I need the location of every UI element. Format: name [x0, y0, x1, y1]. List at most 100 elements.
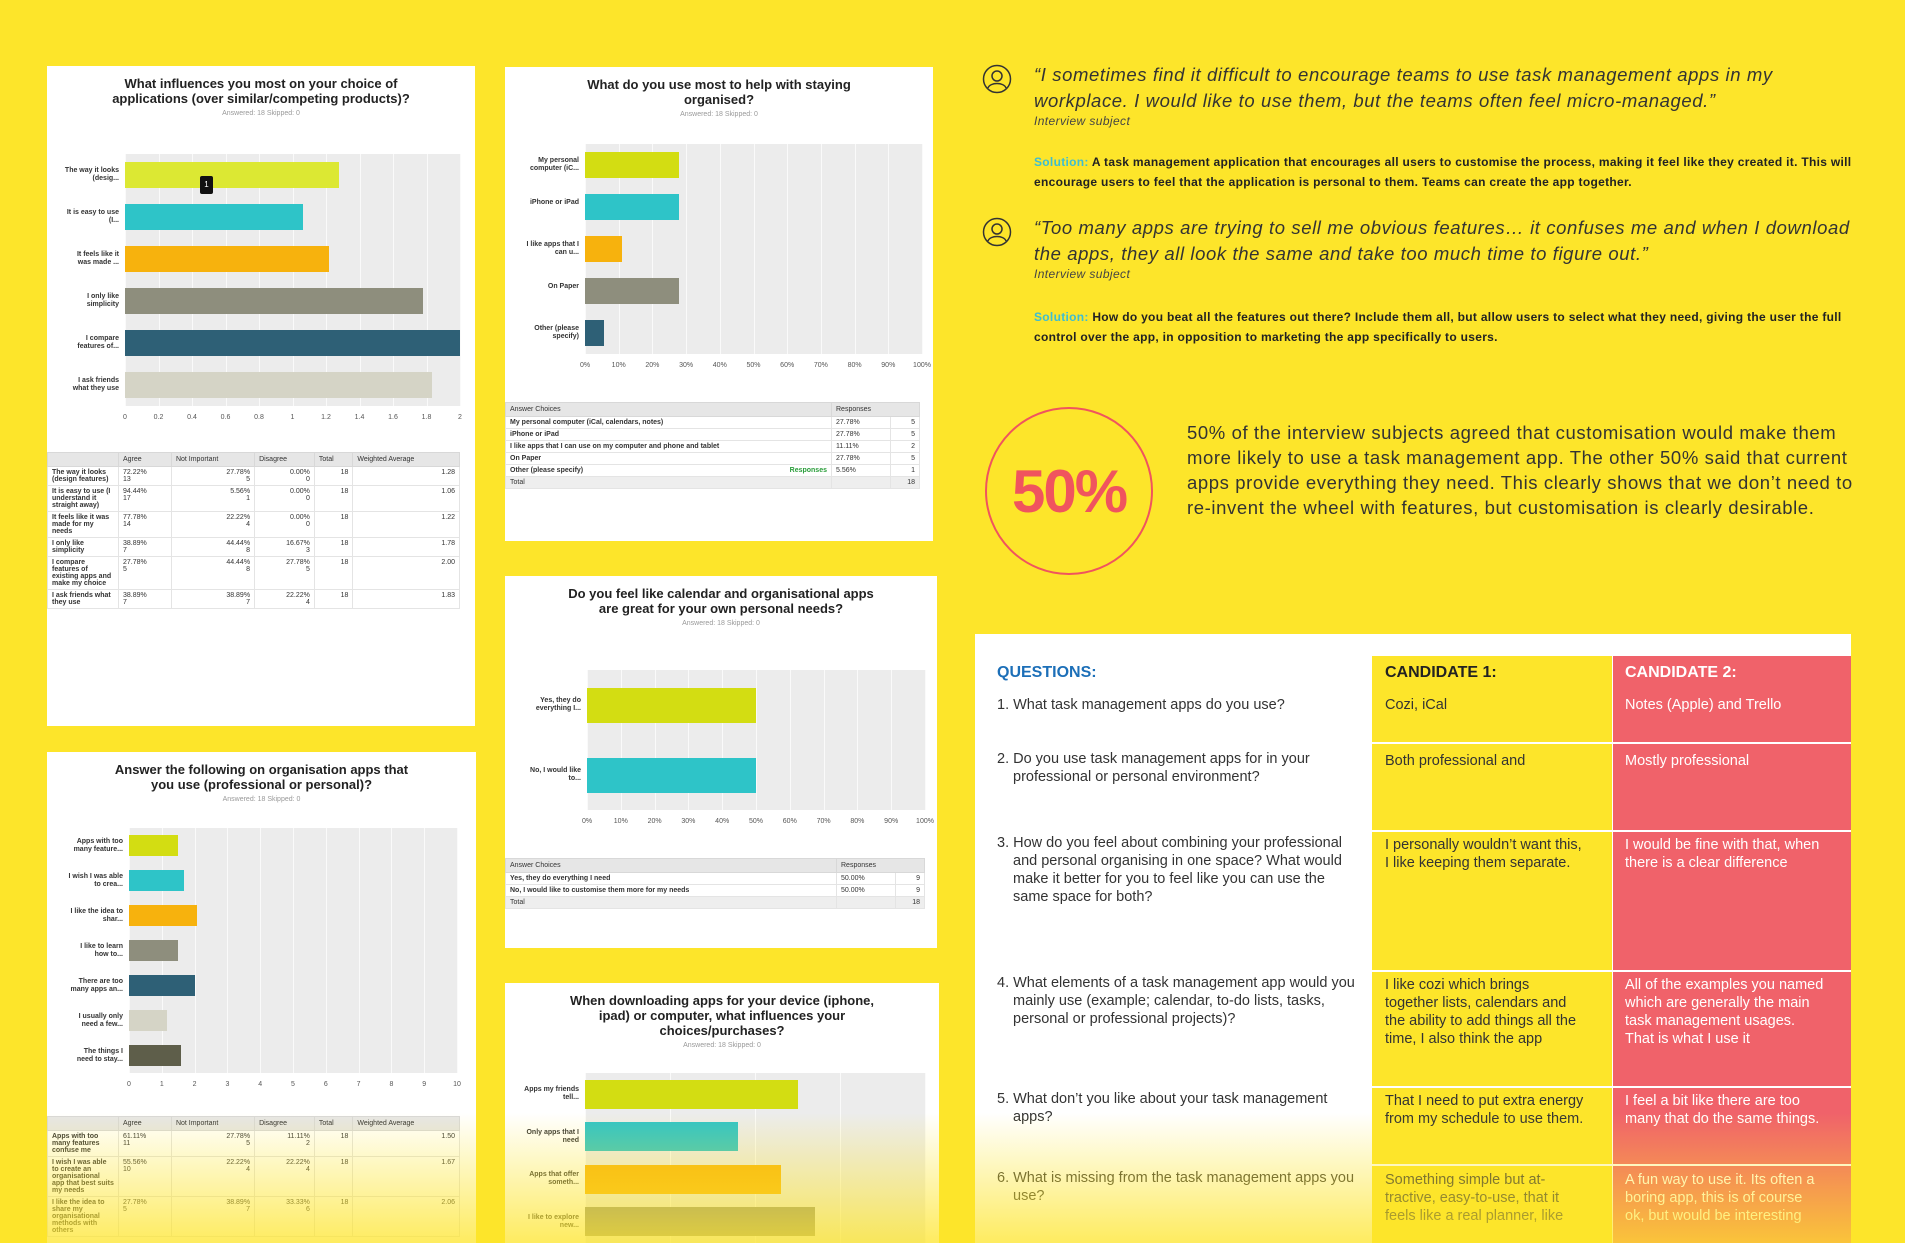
axis-tick-label: 10%	[611, 362, 626, 369]
bar[interactable]	[587, 757, 756, 793]
table-cell: 22.22% 4	[170, 511, 256, 538]
bar-label: iPhone or iPad	[529, 199, 579, 206]
bar[interactable]	[125, 203, 303, 230]
table-row[interactable]: The way it looks (design features) 72.22%…	[47, 466, 460, 486]
bar-chart-app-choice	[125, 154, 461, 406]
bar[interactable]	[125, 329, 460, 356]
axis-tick-label: 5	[291, 1081, 295, 1088]
solution-text: Solution: A task management application …	[1034, 152, 1864, 192]
candidate-2-column	[1613, 656, 1851, 1243]
candidate-2-answer: I would be fine with that, when there is…	[1625, 837, 1820, 871]
bar[interactable]	[585, 151, 679, 178]
survey-title: Do you feel like calendar and organisati…	[568, 586, 874, 616]
bar-label: I compare features of...	[77, 335, 119, 350]
table-header[interactable]: Total	[313, 1116, 354, 1131]
table-cell: Yes, they do everything I need	[505, 872, 837, 885]
table-header[interactable]: Answer Choices	[505, 858, 837, 873]
gridline	[854, 144, 856, 354]
responses-link[interactable]: Responses	[789, 467, 827, 474]
table-row[interactable]: No, I would like to customise them more …	[505, 884, 925, 897]
table-cell: 5.56%	[831, 464, 891, 477]
table-row[interactable]: On Paper 27.78% 5	[505, 452, 920, 465]
bar[interactable]	[125, 287, 424, 314]
table-cell: 27.78% 5	[118, 556, 172, 590]
table-cell: 18	[313, 1196, 354, 1237]
bar[interactable]	[125, 245, 330, 272]
bar[interactable]	[585, 1164, 781, 1194]
table-cell: 44.44% 8	[170, 537, 256, 557]
table-header[interactable]	[47, 452, 119, 467]
survey-card-app-choice: What influences you most on your choice …	[47, 66, 475, 726]
table-cell: 77.78% 14	[118, 511, 172, 538]
table-header[interactable]: Weighted Average	[352, 452, 460, 467]
table-row[interactable]: It feels like it was made for my needs 77…	[47, 511, 460, 538]
survey-meta: Answered: 18 Skipped: 0	[222, 110, 300, 117]
bar[interactable]	[125, 161, 340, 188]
table-header[interactable]: Responses	[831, 402, 920, 417]
table-row[interactable]: It is easy to use (I understand it strai…	[47, 485, 460, 512]
answer-label: On Paper	[510, 455, 542, 462]
bar[interactable]	[129, 1044, 182, 1067]
gridline	[925, 670, 926, 810]
table-header[interactable]: Responses	[836, 858, 925, 873]
bar[interactable]	[125, 371, 432, 398]
bar-label: Other (please specify)	[534, 325, 579, 340]
table-header[interactable]: Disagree	[254, 1116, 315, 1131]
gridline	[823, 670, 825, 810]
table-row[interactable]: iPhone or iPad 27.78% 5	[505, 428, 920, 441]
table-row[interactable]: Other (please specify) Responses 5.56% 1	[505, 464, 920, 477]
table-row[interactable]: I compare features of existing apps and …	[47, 556, 460, 590]
bar[interactable]	[585, 1207, 815, 1237]
table-header[interactable]	[47, 1116, 119, 1131]
table-row[interactable]: I like the idea to share my organisation…	[47, 1196, 460, 1237]
interview-question: 2. Do you use task management apps for i…	[997, 751, 1310, 785]
bar[interactable]	[587, 687, 756, 723]
table-header[interactable]: Weighted Average	[352, 1116, 460, 1131]
axis-tick-label: 90%	[881, 362, 896, 369]
axis-tick-label: 0	[123, 414, 127, 421]
bar[interactable]	[585, 235, 623, 262]
table-row[interactable]: Yes, they do everything I need 50.00% 9	[505, 872, 925, 885]
bar[interactable]	[585, 277, 679, 304]
gridline	[922, 144, 923, 354]
bar[interactable]	[585, 193, 679, 220]
table-row[interactable]: I only like simplicity 38.89% 7 44.44% 8 16…	[47, 537, 460, 557]
table-header[interactable]: Not Important	[170, 452, 256, 467]
table-row[interactable]: Apps with too many features confuse me 61…	[47, 1130, 460, 1157]
bar[interactable]	[129, 1009, 168, 1032]
table-cell: 55.56% 10	[118, 1156, 172, 1197]
interview-question: 1. What task management apps do you use?	[997, 697, 1285, 713]
gridline	[260, 828, 262, 1073]
table-header[interactable]: Not Important	[170, 1116, 256, 1131]
table-row[interactable]: I ask friends what they use 38.89% 7 38.89…	[47, 589, 460, 609]
bar[interactable]	[129, 939, 179, 962]
table-cell: 18	[313, 589, 354, 609]
bar[interactable]	[129, 869, 184, 892]
table-row[interactable]: I like apps that I can use on my compute…	[505, 440, 920, 453]
table-header[interactable]: Agree	[118, 452, 172, 467]
stat-circle: 50%	[985, 407, 1153, 575]
bar[interactable]	[129, 834, 179, 857]
survey-results-table: Agree Not Important Disagree Total Weighted …	[47, 452, 460, 609]
bar[interactable]	[585, 319, 604, 346]
bar-label: I only like simplicity	[86, 293, 119, 308]
bar[interactable]	[585, 1079, 798, 1109]
table-header[interactable]: Total	[313, 452, 354, 467]
table-header[interactable]: Agree	[118, 1116, 172, 1131]
table-row[interactable]: My personal computer (iCal, calendars, n…	[505, 416, 920, 429]
bar-label: I like to explore new...	[528, 1213, 579, 1229]
table-row[interactable]: I wish I was able to create an organisat…	[47, 1156, 460, 1197]
answer-label: Other (please specify)	[510, 467, 584, 474]
survey-meta: Answered: 18 Skipped: 0	[680, 111, 758, 118]
table-header[interactable]: Disagree	[254, 452, 315, 467]
table-cell: 18	[313, 466, 354, 486]
bar[interactable]	[585, 1122, 738, 1152]
bar[interactable]	[129, 904, 197, 927]
table-header[interactable]: Answer Choices	[505, 402, 832, 417]
gridline	[753, 144, 755, 354]
table-cell: 1.50	[352, 1130, 460, 1157]
table-cell: Total	[505, 896, 837, 909]
bar[interactable]	[129, 974, 195, 997]
table-cell: 27.78%	[831, 428, 891, 441]
axis-tick-label: 50%	[746, 362, 761, 369]
